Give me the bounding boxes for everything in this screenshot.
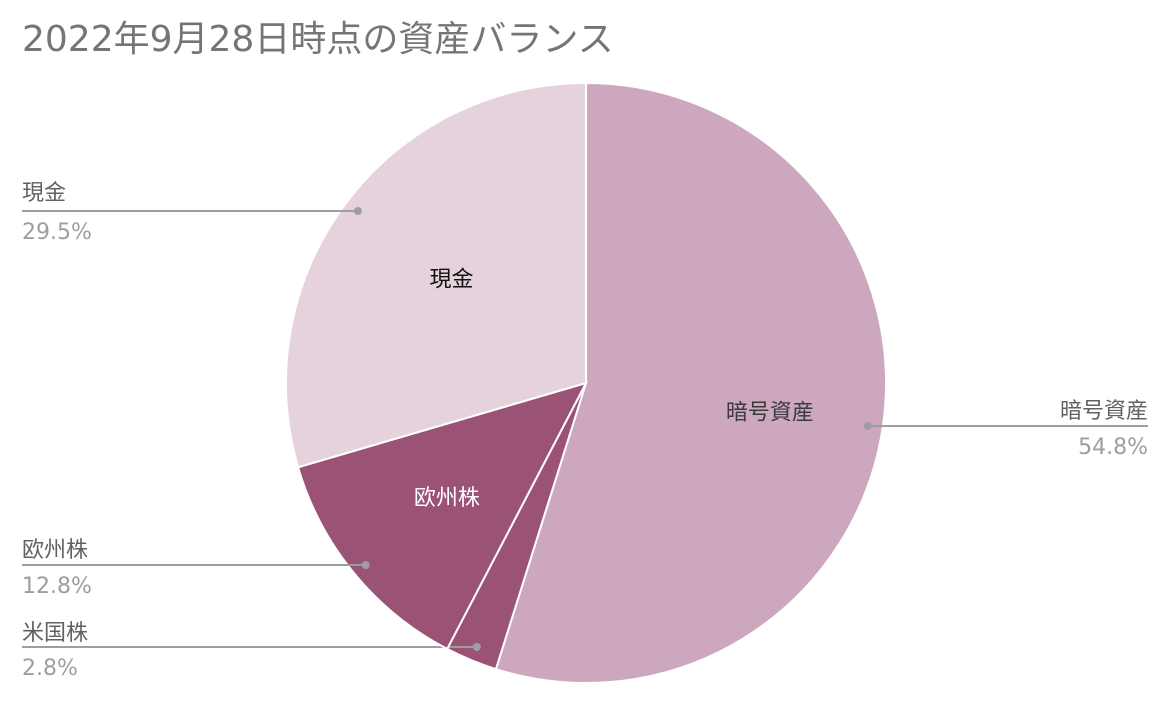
- outside-percent-2: 12.8%: [22, 574, 92, 599]
- pie-slice-2: [296, 381, 588, 651]
- outside-percent-3: 29.5%: [22, 220, 92, 245]
- outside-percent-1: 2.8%: [22, 656, 78, 681]
- pie-slice-0: [494, 81, 887, 684]
- outside-percent-0: 54.8%: [1078, 435, 1148, 460]
- outside-label-3: 現金: [22, 181, 66, 206]
- outside-label-2: 欧州株: [22, 538, 88, 563]
- outside-label-0: 暗号資産: [1060, 399, 1148, 424]
- slice-inner-label-2: 欧州株: [414, 486, 480, 511]
- slice-inner-label-0: 暗号資産: [726, 400, 814, 425]
- outside-label-1: 米国株: [22, 621, 88, 646]
- chart-title: 2022年9月28日時点の資産バランス: [22, 19, 614, 60]
- slice-inner-label-3: 現金: [430, 267, 474, 292]
- pie-slice-3: [285, 81, 587, 469]
